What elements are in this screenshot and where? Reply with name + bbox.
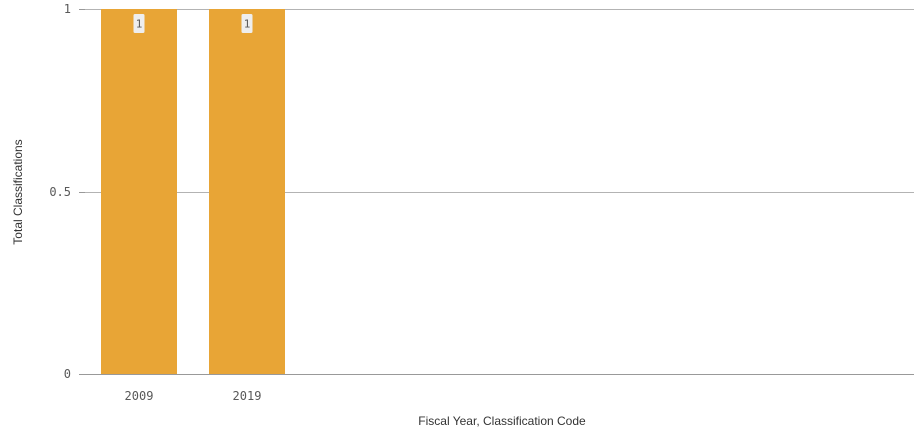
- data-label-box: [133, 14, 145, 33]
- bar[interactable]: [209, 9, 285, 374]
- data-label: 1: [136, 18, 143, 31]
- bar[interactable]: [101, 9, 177, 374]
- x-axis-title: Fiscal Year, Classification Code: [418, 414, 586, 428]
- data-label: 1: [244, 18, 251, 31]
- y-axis-title: Total Classifications: [11, 139, 25, 244]
- bars: [101, 9, 285, 374]
- x-axis-ticks: 2009 2019: [125, 389, 262, 403]
- y-tick-label: 0: [64, 367, 71, 381]
- x-tick-label: 2019: [233, 389, 262, 403]
- x-tick-label: 2009: [125, 389, 154, 403]
- y-tick-label: 1: [64, 2, 71, 16]
- y-tick-label: 0.5: [49, 185, 71, 199]
- y-axis-ticks: 00.51: [49, 2, 85, 381]
- data-label-box: [241, 14, 253, 33]
